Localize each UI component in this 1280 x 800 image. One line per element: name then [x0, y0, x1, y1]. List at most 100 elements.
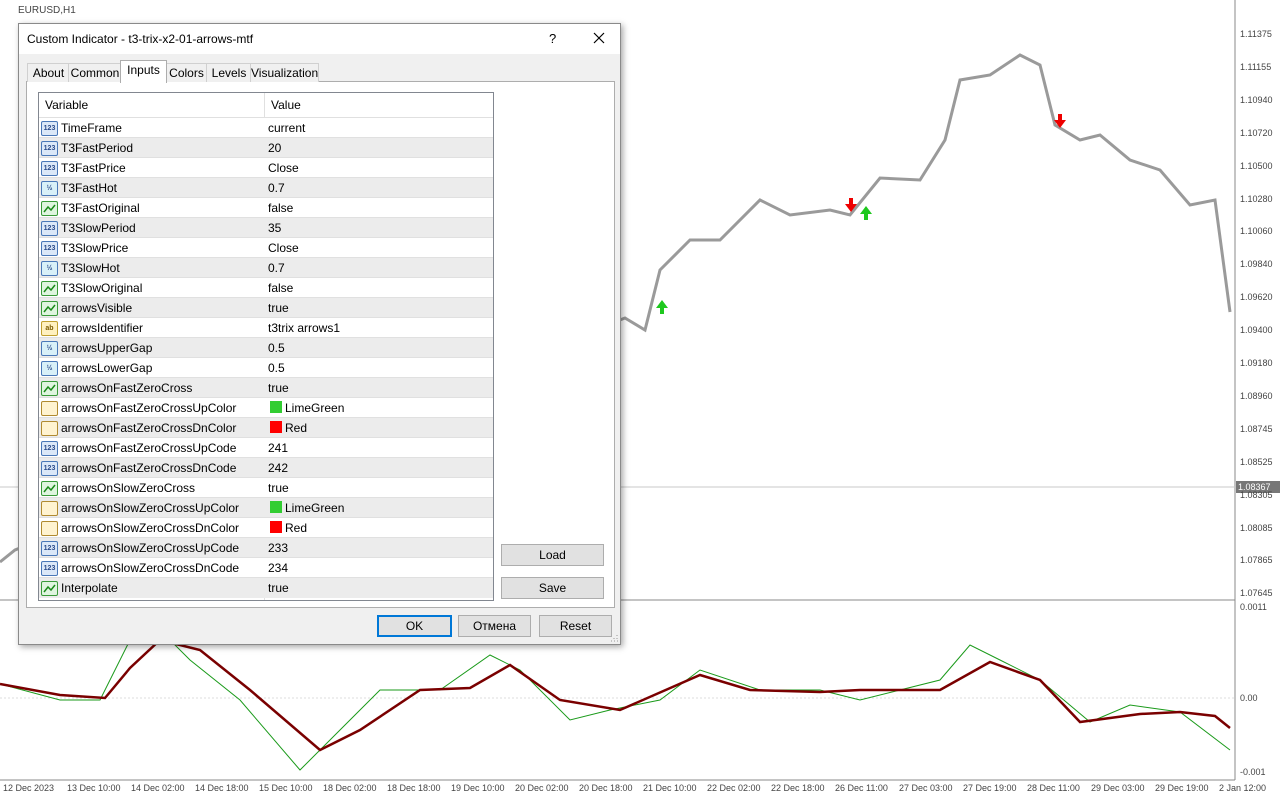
- time-label: 29 Dec 19:00: [1155, 783, 1209, 793]
- variable-name: arrowsOnFastZeroCrossDnColor: [61, 421, 237, 435]
- table-row[interactable]: 123 T3SlowPrice Close: [39, 237, 493, 258]
- bool-glyph: [43, 284, 56, 293]
- table-row[interactable]: 123 arrowsOnSlowZeroCrossUpCode 233: [39, 537, 493, 558]
- table-row[interactable]: ab arrowsIdentifier t3trix arrows1: [39, 317, 493, 338]
- tab[interactable]: About: [27, 63, 70, 82]
- close-button[interactable]: [593, 32, 605, 44]
- variable-value[interactable]: 20: [268, 141, 282, 155]
- time-label: 22 Dec 18:00: [771, 783, 825, 793]
- variable-value[interactable]: 0.7: [268, 181, 285, 195]
- table-row[interactable]: arrowsVisible true: [39, 297, 493, 318]
- table-row[interactable]: 123 T3FastPrice Close: [39, 157, 493, 178]
- tab[interactable]: Visualization: [250, 63, 319, 82]
- variable-name: T3SlowHot: [61, 261, 120, 275]
- variable-value[interactable]: 242: [268, 461, 289, 475]
- table-row[interactable]: ½ T3FastHot 0.7: [39, 177, 493, 198]
- price-label: 1.10940: [1240, 94, 1273, 105]
- variable-value[interactable]: current: [268, 121, 306, 135]
- type-icon: ½: [41, 181, 58, 196]
- table-row[interactable]: T3FastOriginal false: [39, 197, 493, 218]
- bool-glyph: [43, 584, 56, 593]
- variable-value[interactable]: LimeGreen: [285, 501, 345, 515]
- table-row[interactable]: arrowsOnSlowZeroCrossUpColor LimeGreen: [39, 497, 493, 518]
- dialog-button[interactable]: Отмена: [458, 615, 531, 637]
- table-row[interactable]: ½ T3SlowHot 0.7: [39, 257, 493, 278]
- variable-value[interactable]: Red: [285, 521, 308, 535]
- variable-name: arrowsOnSlowZeroCrossDnColor: [61, 521, 240, 535]
- tab[interactable]: Inputs: [120, 60, 167, 83]
- table-row[interactable]: 123 TimeFrame current: [39, 117, 493, 138]
- time-label: 18 Dec 18:00: [387, 783, 441, 793]
- color-icon: [41, 521, 58, 536]
- variable-value[interactable]: true: [268, 381, 289, 395]
- variable-value[interactable]: t3trix arrows1: [268, 321, 341, 335]
- table-row[interactable]: arrowsOnSlowZeroCross true: [39, 477, 493, 498]
- time-label: 21 Dec 10:00: [643, 783, 697, 793]
- variable-value[interactable]: 233: [268, 541, 289, 555]
- variable-value[interactable]: 234: [268, 561, 289, 575]
- symbol-label: EURUSD,H1: [18, 5, 76, 16]
- table-row[interactable]: 123 arrowsOnFastZeroCrossUpCode 241: [39, 437, 493, 458]
- price-label: 1.08960: [1240, 390, 1273, 401]
- variable-value[interactable]: true: [268, 481, 289, 495]
- side-button[interactable]: Save: [501, 577, 604, 599]
- tab[interactable]: Levels: [206, 63, 252, 82]
- table-row[interactable]: 123 T3SlowPeriod 35: [39, 217, 493, 238]
- bool-icon: [41, 481, 58, 496]
- variable-value[interactable]: true: [268, 301, 289, 315]
- table-row[interactable]: T3SlowOriginal false: [39, 277, 493, 298]
- tab[interactable]: Common: [68, 63, 122, 82]
- time-label: 29 Dec 03:00: [1091, 783, 1145, 793]
- variable-value[interactable]: 0.5: [268, 361, 285, 375]
- table-row[interactable]: Interpolate true: [39, 577, 493, 598]
- table-row[interactable]: ½ arrowsLowerGap 0.5: [39, 357, 493, 378]
- type-icon: ab: [41, 321, 58, 336]
- dialog-button[interactable]: OK: [377, 615, 452, 637]
- time-label: 26 Dec 11:00: [835, 783, 888, 793]
- tab-panel: Variable Value 123 TimeFrame current 123 T3F…: [26, 81, 615, 608]
- table-row[interactable]: 123 T3FastPeriod 20: [39, 137, 493, 158]
- variable-value[interactable]: Close: [268, 161, 299, 175]
- table-row[interactable]: arrowsOnSlowZeroCrossDnColor Red: [39, 517, 493, 538]
- type-icon: 123: [41, 221, 58, 236]
- bool-icon: [41, 301, 58, 316]
- variable-name: T3FastPrice: [61, 161, 126, 175]
- variable-value[interactable]: 35: [268, 221, 282, 235]
- time-label: 27 Dec 19:00: [963, 783, 1017, 793]
- table-row[interactable]: ½ arrowsUpperGap 0.5: [39, 337, 493, 358]
- price-label: 1.10500: [1240, 160, 1273, 171]
- table-row[interactable]: 123 arrowsOnSlowZeroCrossDnCode 234: [39, 557, 493, 578]
- table-row[interactable]: 123 arrowsOnFastZeroCrossDnCode 242: [39, 457, 493, 478]
- bool-icon: [41, 581, 58, 596]
- dialog-button[interactable]: Reset: [539, 615, 612, 637]
- variable-value[interactable]: 0.5: [268, 341, 285, 355]
- variable-name: arrowsOnSlowZeroCrossUpCode: [61, 541, 240, 555]
- price-candles: [0, 53, 1232, 564]
- variable-name: T3SlowPeriod: [61, 221, 136, 235]
- side-button[interactable]: Load: [501, 544, 604, 566]
- type-icon: 123: [41, 121, 58, 136]
- bool-glyph: [43, 304, 56, 313]
- help-button[interactable]: ?: [549, 31, 557, 46]
- variable-name: arrowsLowerGap: [61, 361, 153, 375]
- variable-value[interactable]: true: [268, 581, 289, 595]
- variable-value[interactable]: 241: [268, 441, 289, 455]
- indicator-label: 0.00: [1240, 693, 1258, 703]
- tab[interactable]: Colors: [165, 63, 208, 82]
- variable-value[interactable]: false: [268, 281, 294, 295]
- time-label: 12 Dec 2023: [3, 783, 55, 793]
- price-label: 1.08525: [1240, 456, 1273, 467]
- slow-trix-line: [0, 638, 1231, 752]
- table-row[interactable]: arrowsOnFastZeroCross true: [39, 377, 493, 398]
- type-icon: 123: [41, 461, 58, 476]
- variable-value[interactable]: false: [268, 201, 294, 215]
- color-swatch: [270, 401, 282, 413]
- color-swatch: [270, 521, 282, 533]
- variable-value[interactable]: Red: [285, 421, 308, 435]
- table-row[interactable]: arrowsOnFastZeroCrossUpColor LimeGreen: [39, 397, 493, 418]
- variable-value[interactable]: 0.7: [268, 261, 285, 275]
- table-row[interactable]: arrowsOnFastZeroCrossDnColor Red: [39, 417, 493, 438]
- variable-value[interactable]: Close: [268, 241, 299, 255]
- time-label: 19 Dec 10:00: [451, 783, 505, 793]
- variable-value[interactable]: LimeGreen: [285, 401, 345, 415]
